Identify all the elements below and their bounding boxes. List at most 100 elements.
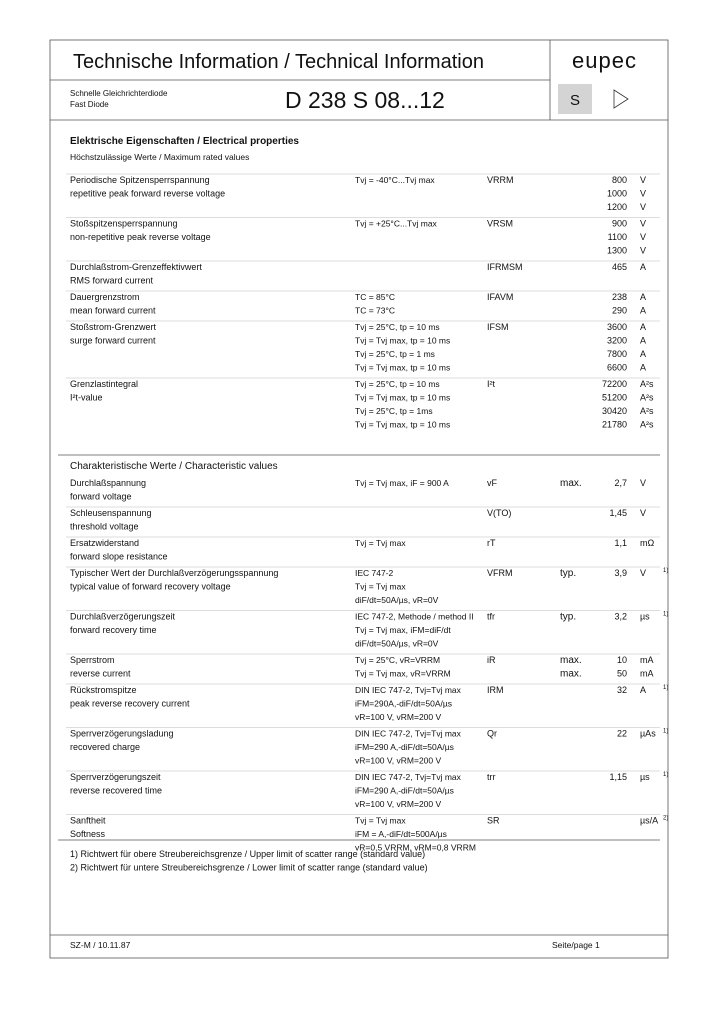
value: 6600 bbox=[607, 363, 627, 373]
param-en: typical value of forward recovery voltag… bbox=[70, 582, 231, 592]
symbol: Qr bbox=[487, 729, 497, 739]
value: 32 bbox=[617, 685, 627, 695]
param-de: Typischer Wert der Durchlaßverzögerungss… bbox=[70, 568, 278, 578]
condition: IEC 747-2, Methode / method II bbox=[355, 612, 474, 622]
condition: TC = 73°C bbox=[355, 306, 395, 316]
footnote-ref: 1) bbox=[663, 685, 668, 691]
unit: A bbox=[640, 292, 646, 302]
unit: A bbox=[640, 363, 646, 373]
qualifier: max. bbox=[560, 655, 582, 666]
value: 50 bbox=[617, 669, 627, 679]
unit: A bbox=[640, 322, 646, 332]
type-en: Fast Diode bbox=[70, 100, 109, 109]
condition: iFM=290 A,-diF/dt=50A/µs bbox=[355, 786, 454, 796]
param-de: Schleusenspannung bbox=[70, 508, 152, 518]
param-en: threshold voltage bbox=[70, 522, 139, 532]
condition: IEC 747-2 bbox=[355, 568, 394, 578]
symbol: iR bbox=[487, 655, 496, 665]
title: Technische Information / Technical Infor… bbox=[73, 51, 484, 73]
footer-left: SZ-M / 10.11.87 bbox=[70, 940, 131, 950]
symbol: VFRM bbox=[487, 568, 513, 578]
symbol: rT bbox=[487, 538, 496, 548]
unit: V bbox=[640, 189, 646, 199]
param-de: Stoßspitzensperrspannung bbox=[70, 219, 178, 229]
unit: A bbox=[640, 336, 646, 346]
footnote-ref: 1) bbox=[663, 568, 668, 574]
condition: iFM = A,-diF/dt=500A/µs bbox=[355, 829, 447, 839]
value: 1300 bbox=[607, 246, 627, 256]
condition: iFM=290A,-diF/dt=50A/µs bbox=[355, 699, 452, 709]
param-de: Dauergrenzstrom bbox=[70, 292, 140, 302]
type-de: Schnelle Gleichrichterdiode bbox=[70, 89, 168, 98]
condition: Tvj = Tvj max bbox=[355, 582, 406, 592]
page-border bbox=[49, 39, 669, 959]
symbol: tfr bbox=[487, 612, 495, 622]
value: 1000 bbox=[607, 189, 627, 199]
condition: Tvj = -40°C...Tvj max bbox=[355, 175, 435, 185]
param-de: Periodische Spitzensperrspannung bbox=[70, 175, 210, 185]
value: 51200 bbox=[602, 393, 627, 403]
param-en: forward voltage bbox=[70, 492, 132, 502]
symbol: trr bbox=[487, 772, 496, 782]
qualifier: typ. bbox=[560, 612, 576, 623]
value: 290 bbox=[612, 306, 627, 316]
unit: V bbox=[640, 246, 646, 256]
diode-icon bbox=[613, 89, 629, 109]
param-en: forward slope resistance bbox=[70, 552, 168, 562]
symbol: IFRMSM bbox=[487, 262, 523, 272]
condition: TC = 85°C bbox=[355, 292, 395, 302]
footnote-ref: 1) bbox=[663, 729, 668, 735]
value: 1,15 bbox=[609, 772, 627, 782]
condition: DIN IEC 747-2, Tvj=Tvj max bbox=[355, 772, 462, 782]
condition: Tvj = 25°C, tp = 10 ms bbox=[355, 379, 440, 389]
class-box bbox=[558, 84, 592, 114]
qualifier: typ. bbox=[560, 568, 576, 579]
footnote: 1) Richtwert für obere Streubereichsgren… bbox=[70, 849, 425, 859]
param-en: reverse current bbox=[70, 669, 131, 679]
value: 72200 bbox=[602, 379, 627, 389]
unit: mA bbox=[640, 655, 654, 665]
unit: A²s bbox=[640, 379, 654, 389]
unit: µs/A bbox=[640, 816, 658, 826]
unit: µs bbox=[640, 612, 650, 622]
logo: eupec bbox=[572, 48, 637, 73]
condition: Tvj = 25°C, tp = 1ms bbox=[355, 406, 433, 416]
unit: A²s bbox=[640, 393, 654, 403]
condition: Tvj = Tvj max, tp = 10 ms bbox=[355, 393, 450, 403]
unit: A bbox=[640, 262, 646, 272]
param-en: reverse recovered time bbox=[70, 786, 162, 796]
unit: A bbox=[640, 349, 646, 359]
param-en: non-repetitive peak reverse voltage bbox=[70, 232, 211, 242]
param-en: surge forward current bbox=[70, 336, 156, 346]
symbol: IFSM bbox=[487, 322, 509, 332]
condition: Tvj = Tvj max, iF = 900 A bbox=[355, 478, 449, 488]
value: 2,7 bbox=[614, 478, 627, 488]
param-de: Sperrverzögerungsladung bbox=[70, 729, 174, 739]
param-de: Ersatzwiderstand bbox=[70, 538, 139, 548]
qualifier: max. bbox=[560, 478, 582, 489]
param-en: recovered charge bbox=[70, 742, 140, 752]
value: 10 bbox=[617, 655, 627, 665]
part-number: D 238 S 08...12 bbox=[285, 87, 445, 113]
footer-right: Seite/page 1 bbox=[552, 940, 600, 950]
footnote-ref: 2) bbox=[663, 816, 668, 822]
condition: vR=100 V, vRM=200 V bbox=[355, 799, 441, 809]
value: 30420 bbox=[602, 406, 627, 416]
unit: V bbox=[640, 219, 646, 229]
value: 465 bbox=[612, 262, 627, 272]
param-en: peak reverse recovery current bbox=[70, 699, 190, 709]
condition: Tvj = Tvj max bbox=[355, 816, 406, 826]
symbol: VRRM bbox=[487, 175, 514, 185]
value: 3200 bbox=[607, 336, 627, 346]
symbol: VRSM bbox=[487, 219, 513, 229]
value: 3,2 bbox=[614, 612, 627, 622]
unit: µAs bbox=[640, 729, 656, 739]
section-title: Elektrische Eigenschaften / Electrical p… bbox=[70, 136, 299, 147]
value: 1,1 bbox=[614, 538, 627, 548]
symbol: vF bbox=[487, 478, 498, 488]
condition: DIN IEC 747-2, Tvj=Tvj max bbox=[355, 685, 462, 695]
unit: V bbox=[640, 202, 646, 212]
symbol: I²t bbox=[487, 379, 495, 389]
footnote: 2) Richtwert für untere Streubereichsgre… bbox=[70, 863, 428, 873]
